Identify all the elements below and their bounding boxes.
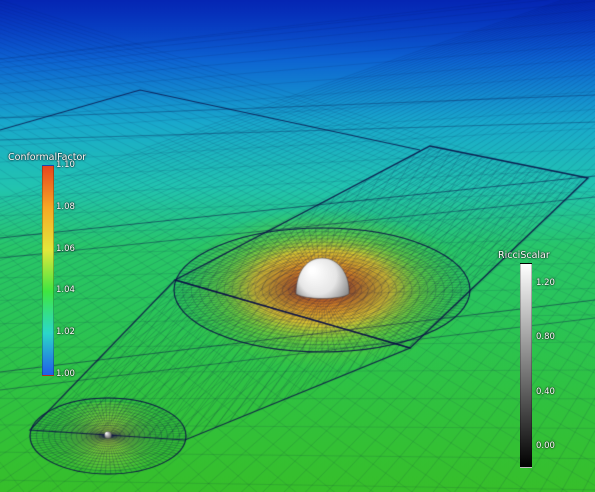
ricci-scalar-title: RicciScalar — [498, 250, 550, 261]
conformal-tick: 1.00 — [56, 369, 75, 379]
ricci-tick: 0.40 — [536, 386, 555, 397]
ricci-tick: 0.80 — [536, 332, 555, 343]
conformal-tick: 1.06 — [56, 243, 75, 254]
ricci-tick: 0.00 — [536, 440, 555, 451]
ricci-tick: 1.20 — [536, 278, 555, 289]
ricci-scalar-colorbar — [520, 263, 532, 468]
conformal-tick: 1.02 — [56, 327, 75, 338]
conformal-tick: 1.04 — [56, 285, 75, 296]
conformal-factor-colorbar — [42, 165, 54, 376]
conformal-tick: 1.08 — [56, 201, 75, 212]
conformal-tick: 1.10 — [56, 160, 75, 170]
conformal-factor-title: ConformalFactor — [8, 152, 87, 163]
